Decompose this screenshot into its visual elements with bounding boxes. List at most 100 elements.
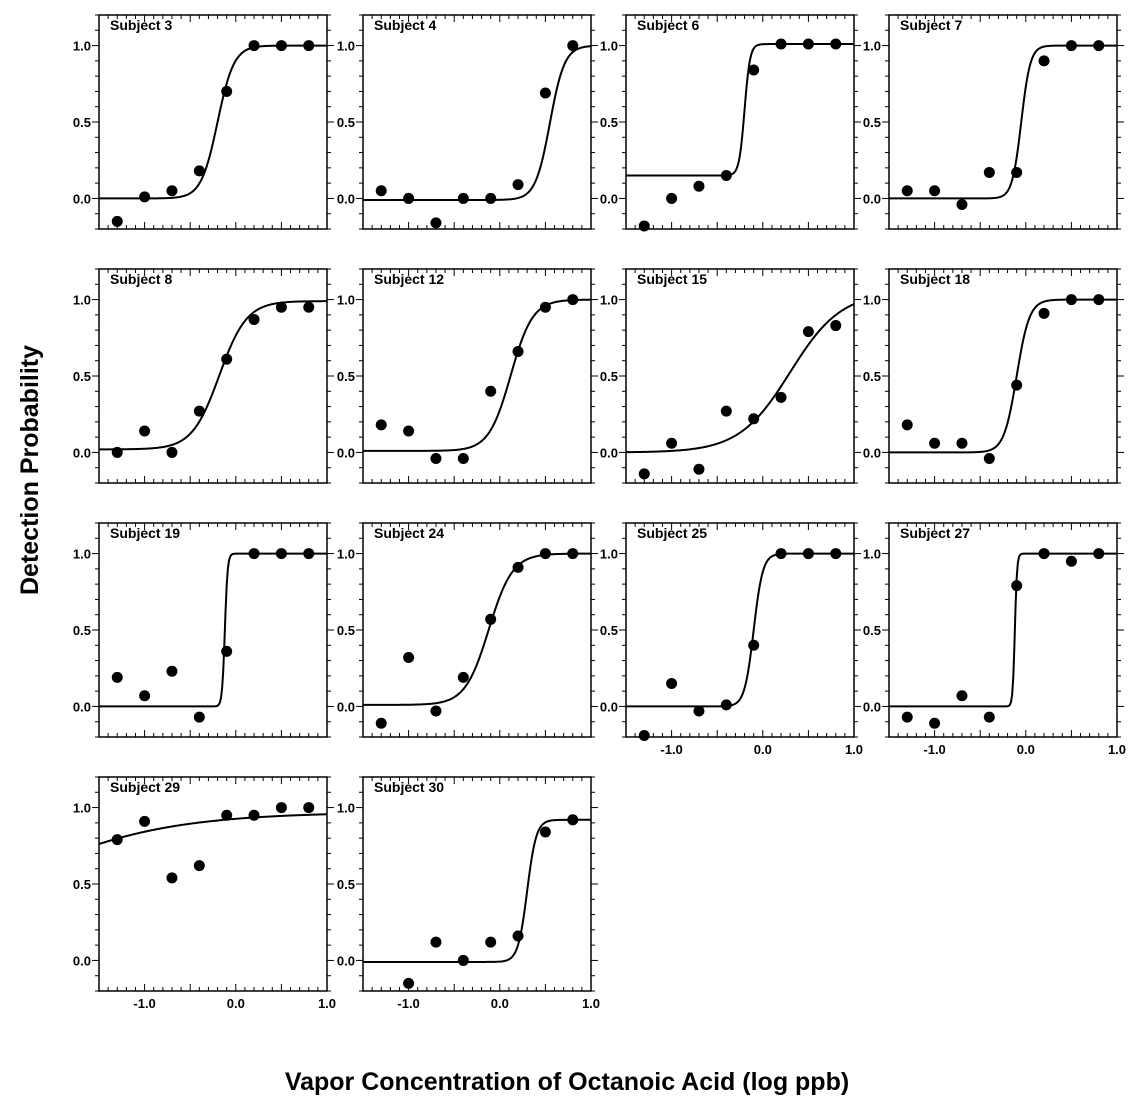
x-tick-label: 0.0 (227, 996, 245, 1011)
panel-title: Subject 19 (110, 525, 180, 541)
data-point (901, 419, 913, 431)
data-point (403, 425, 415, 437)
data-point (1093, 40, 1105, 52)
data-point (111, 215, 123, 227)
y-tick-label: 0.0 (73, 699, 91, 714)
data-point (512, 930, 524, 942)
data-point (1038, 548, 1050, 560)
y-tick-label: 0.0 (337, 699, 355, 714)
x-tick-label: -1.0 (923, 742, 945, 757)
data-point (830, 38, 842, 50)
data-point (1093, 294, 1105, 306)
y-tick-label: 1.0 (863, 39, 881, 54)
panel-frame (625, 522, 855, 738)
data-point (720, 699, 732, 711)
x-tick-label: -1.0 (397, 996, 419, 1011)
y-tick-label: 1.0 (337, 293, 355, 308)
panel-12: 0.0 0.5 1.0 -1.0 0.0 1.0 Subject 27 (863, 522, 1126, 757)
data-point (375, 185, 387, 197)
panel-5: 0.0 0.5 1.0 Subject 8 (73, 268, 334, 484)
data-point (720, 170, 732, 181)
data-point (512, 561, 524, 573)
data-point (567, 548, 579, 560)
data-point (539, 826, 551, 838)
y-tick-label: 1.0 (600, 547, 618, 562)
y-tick-label: 0.5 (73, 115, 91, 130)
data-point (248, 548, 260, 560)
y-tick-label: 0.5 (337, 115, 355, 130)
y-tick-label: 0.5 (73, 623, 91, 638)
panel-frame (98, 14, 328, 230)
data-point (1011, 379, 1023, 391)
fit-curve (99, 44, 327, 200)
y-tick-label: 0.5 (337, 623, 355, 638)
data-point (111, 446, 123, 458)
data-point (775, 38, 787, 50)
y-tick-label: 0.0 (73, 191, 91, 206)
panel-frame (98, 776, 328, 992)
y-tick-label: 0.0 (73, 953, 91, 968)
data-point (720, 405, 732, 417)
y-tick-label: 0.0 (863, 191, 881, 206)
data-point (303, 301, 315, 313)
data-point (693, 463, 705, 475)
panel-title: Subject 18 (900, 271, 970, 287)
data-point (457, 671, 469, 683)
data-point (830, 320, 842, 332)
panel-title: Subject 8 (110, 271, 172, 287)
fit-curve (889, 298, 1117, 454)
panel-4: 0.0 0.5 1.0 Subject 7 (863, 14, 1124, 230)
data-point (748, 64, 760, 76)
data-point (139, 690, 151, 702)
data-point (457, 954, 469, 966)
fit-curve (363, 45, 592, 201)
panel-8: 0.0 0.5 1.0 Subject 18 (863, 268, 1124, 484)
data-point (830, 548, 842, 560)
data-point (457, 192, 469, 204)
data-point (166, 665, 178, 677)
data-point (666, 192, 678, 204)
panel-11: 0.0 0.5 1.0 -1.0 0.0 1.0 Subject 25 (600, 522, 863, 757)
data-point (802, 548, 814, 560)
panel-title: Subject 12 (374, 271, 444, 287)
data-point (748, 639, 760, 651)
data-point (166, 872, 178, 884)
data-point (375, 717, 387, 729)
panel-13: 0.0 0.5 1.0 -1.0 0.0 1.0 Subject 29 (73, 776, 336, 1011)
y-tick-label: 0.0 (600, 445, 618, 460)
x-tick-label: 1.0 (582, 996, 600, 1011)
data-point (457, 453, 469, 465)
data-point (248, 40, 260, 52)
y-tick-label: 0.0 (863, 445, 881, 460)
data-point (485, 613, 497, 625)
data-point (802, 326, 814, 338)
y-tick-label: 0.5 (600, 623, 618, 638)
data-point (275, 40, 287, 52)
y-tick-label: 0.5 (863, 115, 881, 130)
x-tick-label: 1.0 (1108, 742, 1126, 757)
y-tick-label: 1.0 (73, 39, 91, 54)
x-tick-label: 0.0 (1017, 742, 1035, 757)
data-point (430, 217, 442, 229)
y-tick-label: 0.0 (337, 953, 355, 968)
data-point (1065, 40, 1077, 52)
data-point (666, 437, 678, 449)
data-point (775, 548, 787, 560)
panel-title: Subject 6 (637, 17, 699, 33)
data-point (929, 185, 941, 197)
fit-curve (363, 552, 591, 706)
data-point (983, 166, 995, 178)
data-point (221, 353, 233, 365)
data-point (193, 165, 205, 177)
fit-curve (626, 552, 854, 708)
fit-curve (363, 298, 592, 452)
panel-title: Subject 3 (110, 17, 172, 33)
data-point (956, 199, 968, 211)
data-point (539, 87, 551, 99)
data-point (221, 645, 233, 657)
data-point (901, 711, 913, 723)
y-tick-label: 1.0 (337, 39, 355, 54)
panel-title: Subject 15 (637, 271, 707, 287)
data-point (983, 711, 995, 723)
fit-curve (99, 552, 327, 708)
